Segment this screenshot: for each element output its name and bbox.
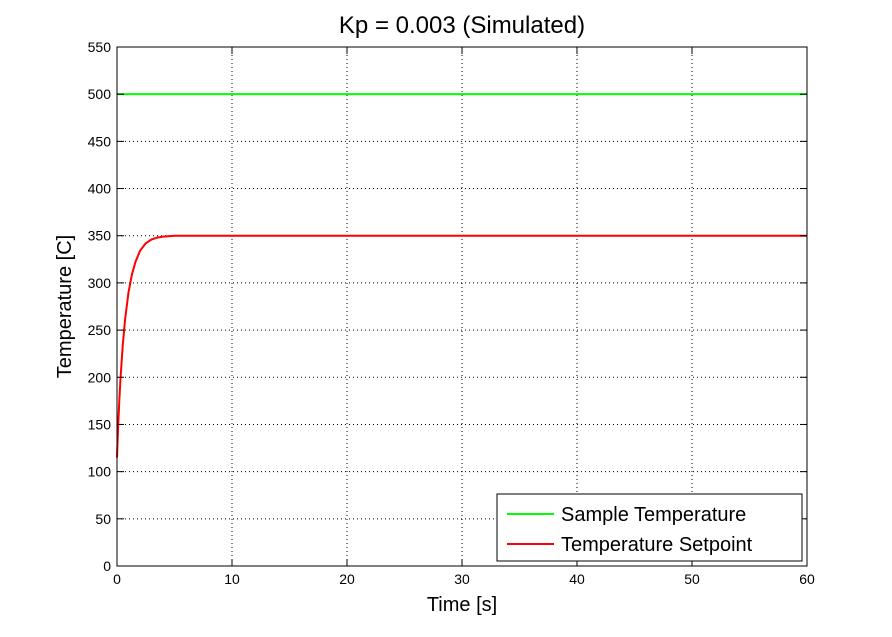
chart-title: Kp = 0.003 (Simulated) [339,12,585,39]
y-tick-label: 350 [88,228,112,244]
y-tick-label: 100 [88,464,112,480]
y-tick-label: 300 [88,275,112,291]
x-tick-label: 10 [224,571,240,587]
x-tick-label: 20 [339,571,355,587]
legend-box [496,493,803,562]
y-tick-label: 450 [88,133,112,149]
y-tick-label: 200 [88,369,112,385]
x-axis-label: Time [s] [427,594,497,616]
y-axis-label: Temperature [C] [54,235,76,378]
data-series [116,93,807,458]
plot-area [117,47,807,566]
x-tick-label: 60 [799,571,815,587]
y-tick-label: 0 [103,558,111,574]
x-tick-label: 0 [113,571,121,587]
legend: Sample Temperature Temperature Setpoint [496,493,803,562]
y-tick-label: 50 [95,511,111,527]
x-tick-label: 40 [569,571,585,587]
y-tick-label: 250 [88,322,112,338]
legend-label-1: Sample Temperature [561,504,746,526]
y-tick-label: 400 [88,181,112,197]
x-tick-label: 30 [454,571,470,587]
y-tick-label: 550 [88,39,112,55]
y-tick-label: 500 [88,86,112,102]
y-tick-label: 150 [88,416,112,432]
x-tick-label: 50 [684,571,700,587]
axis-ticks: 0 10 20 30 40 50 60 0 50 100 150 200 250 300 350 400 450… [88,39,815,587]
legend-label-2: Temperature Setpoint [561,534,753,556]
series-line-2 [116,234,807,458]
